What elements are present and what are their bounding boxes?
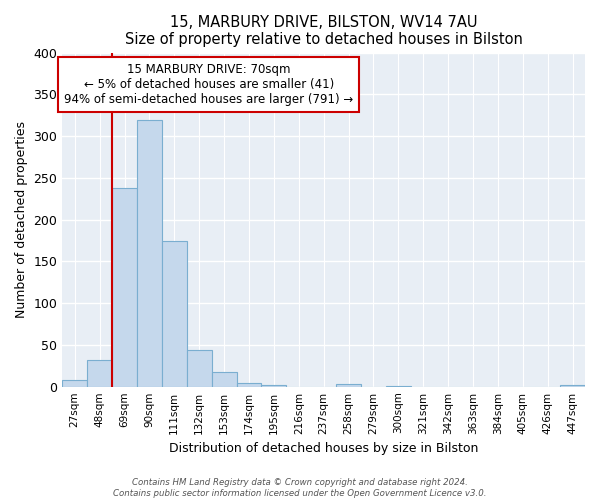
Bar: [62, 380, 87, 386]
Text: 15 MARBURY DRIVE: 70sqm
← 5% of detached houses are smaller (41)
94% of semi-det: 15 MARBURY DRIVE: 70sqm ← 5% of detached…: [64, 63, 353, 106]
Text: Contains HM Land Registry data © Crown copyright and database right 2024.
Contai: Contains HM Land Registry data © Crown c…: [113, 478, 487, 498]
Bar: [212, 372, 236, 386]
Y-axis label: Number of detached properties: Number of detached properties: [15, 121, 28, 318]
Bar: [137, 120, 162, 386]
X-axis label: Distribution of detached houses by size in Bilston: Distribution of detached houses by size …: [169, 442, 478, 455]
Bar: [262, 385, 286, 386]
Bar: [236, 382, 262, 386]
Bar: [560, 385, 585, 386]
Bar: [336, 384, 361, 386]
Bar: [162, 240, 187, 386]
Bar: [187, 350, 212, 387]
Bar: [112, 188, 137, 386]
Title: 15, MARBURY DRIVE, BILSTON, WV14 7AU
Size of property relative to detached house: 15, MARBURY DRIVE, BILSTON, WV14 7AU Siz…: [125, 15, 523, 48]
Bar: [87, 360, 112, 386]
